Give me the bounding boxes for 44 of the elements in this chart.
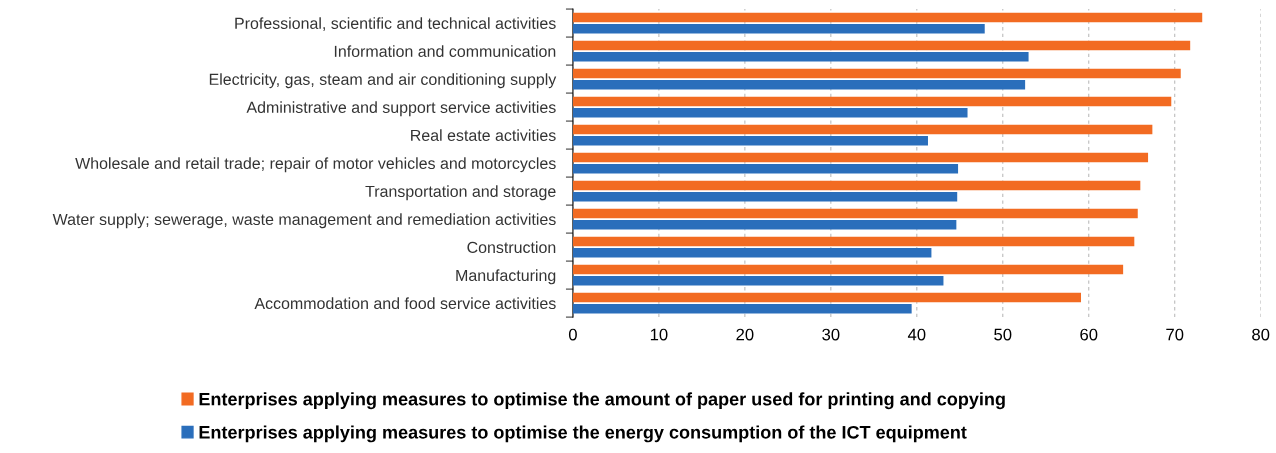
y-tick-label: Water supply; sewerage, waste management and remediation activities bbox=[52, 213, 556, 229]
y-tick-label: Real estate activities bbox=[411, 129, 556, 142]
x-tick-label: 50 bbox=[994, 328, 1012, 341]
legend-label: Enterprises applying measures to optimise the energy consumption of the ICT equipment bbox=[199, 425, 967, 443]
bar bbox=[572, 275, 944, 286]
x-tick-label: 70 bbox=[1166, 328, 1184, 341]
bar bbox=[572, 79, 1026, 90]
bar bbox=[572, 292, 1082, 303]
bar bbox=[572, 12, 1203, 23]
bar bbox=[572, 68, 1181, 79]
bar bbox=[572, 180, 1141, 191]
bar bbox=[572, 303, 912, 314]
bar bbox=[572, 236, 1135, 247]
x-tick-label: 80 bbox=[1252, 328, 1270, 341]
x-tick-label: 40 bbox=[907, 328, 926, 341]
y-tick-label: Accommodation and food service activities bbox=[254, 297, 556, 310]
bar bbox=[572, 163, 959, 174]
y-tick-label: Administrative and support service activities bbox=[246, 101, 556, 117]
y-tick-label: Information and communication bbox=[334, 45, 556, 58]
bar bbox=[572, 23, 985, 34]
bar bbox=[572, 152, 1149, 163]
bar bbox=[572, 191, 958, 202]
y-tick-label: Manufacturing bbox=[456, 269, 556, 285]
bar bbox=[572, 135, 928, 146]
y-tick-label: Transportation and storage bbox=[365, 185, 556, 201]
bar bbox=[572, 124, 1153, 135]
x-tick-label: 10 bbox=[650, 328, 668, 341]
bar bbox=[572, 208, 1138, 219]
bar bbox=[572, 247, 932, 258]
x-tick-label: 0 bbox=[568, 328, 577, 341]
bar bbox=[572, 264, 1124, 275]
x-tick-label: 20 bbox=[736, 328, 754, 341]
bar bbox=[572, 51, 1029, 62]
bar bbox=[572, 40, 1191, 51]
legend-label: Enterprises applying measures to optimise the amount of paper used for printing and copying bbox=[199, 392, 1005, 410]
x-tick-label: 30 bbox=[822, 328, 840, 341]
y-tick-label: Construction bbox=[467, 241, 556, 254]
bar bbox=[572, 219, 957, 230]
x-tick-label: 60 bbox=[1080, 328, 1098, 341]
y-tick-label: Professional, scientific and technical activities bbox=[235, 17, 556, 31]
y-tick-label: Wholesale and retail trade; repair of motor vehicles and motorcycles bbox=[75, 157, 556, 173]
y-tick-label: Electricity, gas, steam and air conditioning supply bbox=[209, 73, 557, 89]
bar bbox=[572, 107, 968, 118]
bar bbox=[572, 96, 1172, 107]
